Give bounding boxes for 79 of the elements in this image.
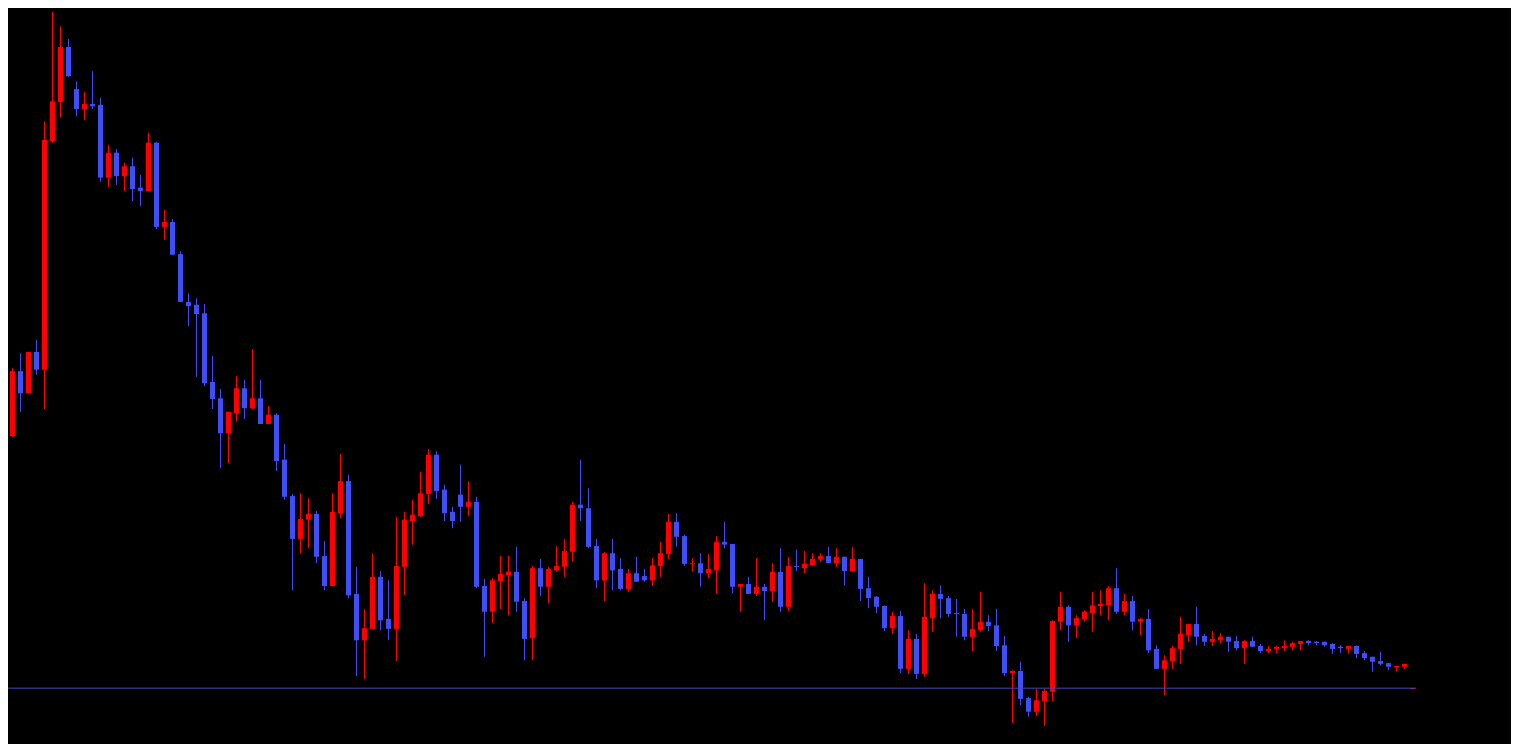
candlestick bbox=[1194, 606, 1199, 646]
candlestick bbox=[698, 552, 703, 588]
candlestick bbox=[194, 297, 199, 378]
candlestick bbox=[226, 411, 231, 464]
candlestick bbox=[650, 557, 655, 587]
candlestick bbox=[610, 538, 615, 591]
candlestick bbox=[706, 553, 711, 579]
candlestick bbox=[554, 545, 559, 573]
candlestick bbox=[162, 209, 167, 241]
candlestick bbox=[762, 583, 767, 621]
candlestick bbox=[418, 471, 423, 518]
candlestick bbox=[210, 355, 215, 410]
candlestick bbox=[458, 464, 463, 523]
candlestick bbox=[626, 568, 631, 593]
candlestick bbox=[250, 348, 255, 410]
candlestick bbox=[306, 497, 311, 549]
candlestick bbox=[954, 598, 959, 638]
candlestick bbox=[882, 604, 887, 632]
candlestick bbox=[546, 566, 551, 604]
candlestick bbox=[90, 70, 95, 110]
candlestick bbox=[994, 608, 999, 652]
candlestick bbox=[938, 584, 943, 619]
candlestick bbox=[410, 499, 415, 546]
candlestick bbox=[82, 91, 87, 121]
candlestick bbox=[1106, 585, 1111, 621]
candlestick bbox=[866, 576, 871, 609]
candlestick bbox=[1090, 591, 1095, 633]
candlestick bbox=[450, 506, 455, 529]
candlestick bbox=[754, 557, 759, 597]
candlestick bbox=[674, 512, 679, 548]
candlestick bbox=[298, 492, 303, 554]
candlestick bbox=[114, 148, 119, 186]
candlestick bbox=[770, 562, 775, 603]
candlestick bbox=[738, 583, 743, 613]
candlestick bbox=[34, 339, 39, 376]
candlestick bbox=[1162, 654, 1167, 696]
candlestick bbox=[722, 521, 727, 549]
candlestick bbox=[946, 595, 951, 618]
candlestick bbox=[658, 541, 663, 578]
candlestick bbox=[794, 549, 799, 572]
candlestick bbox=[1034, 688, 1039, 717]
candlestick bbox=[978, 591, 983, 633]
candlestick bbox=[1010, 669, 1015, 724]
candlestick bbox=[1074, 614, 1079, 639]
candlestick bbox=[1154, 644, 1159, 670]
candlestick bbox=[538, 558, 543, 597]
candlestick bbox=[1042, 688, 1047, 726]
candlestick bbox=[1058, 591, 1063, 631]
candlestick bbox=[1242, 639, 1247, 665]
candlestick bbox=[442, 484, 447, 522]
candlestick bbox=[386, 579, 391, 641]
candlestick bbox=[1098, 589, 1103, 616]
candlestick bbox=[970, 608, 975, 652]
candlestick bbox=[562, 538, 567, 578]
candlestick bbox=[466, 480, 471, 517]
candlestick bbox=[242, 379, 247, 420]
candlestick bbox=[850, 546, 855, 573]
candlestick bbox=[186, 292, 191, 327]
candlestick bbox=[1170, 644, 1175, 670]
candlestick bbox=[74, 80, 79, 117]
candlestick bbox=[362, 608, 367, 680]
candlestick bbox=[834, 547, 839, 568]
candlestick bbox=[1130, 595, 1135, 631]
candlestick bbox=[690, 557, 695, 573]
candlestick bbox=[618, 557, 623, 591]
candlestick bbox=[1114, 567, 1119, 615]
candlestick bbox=[890, 611, 895, 635]
candlestick bbox=[1026, 696, 1031, 718]
candlestick bbox=[18, 352, 23, 413]
candlestick bbox=[842, 556, 847, 586]
candlestick bbox=[498, 555, 503, 610]
candlestick bbox=[1122, 593, 1127, 616]
candlestick bbox=[130, 157, 135, 202]
candlestick bbox=[1178, 616, 1183, 665]
candlestick bbox=[122, 162, 127, 192]
candlestick bbox=[802, 550, 807, 574]
candlestick bbox=[634, 556, 639, 583]
candlestick bbox=[1066, 604, 1071, 643]
candlestick bbox=[962, 608, 967, 641]
